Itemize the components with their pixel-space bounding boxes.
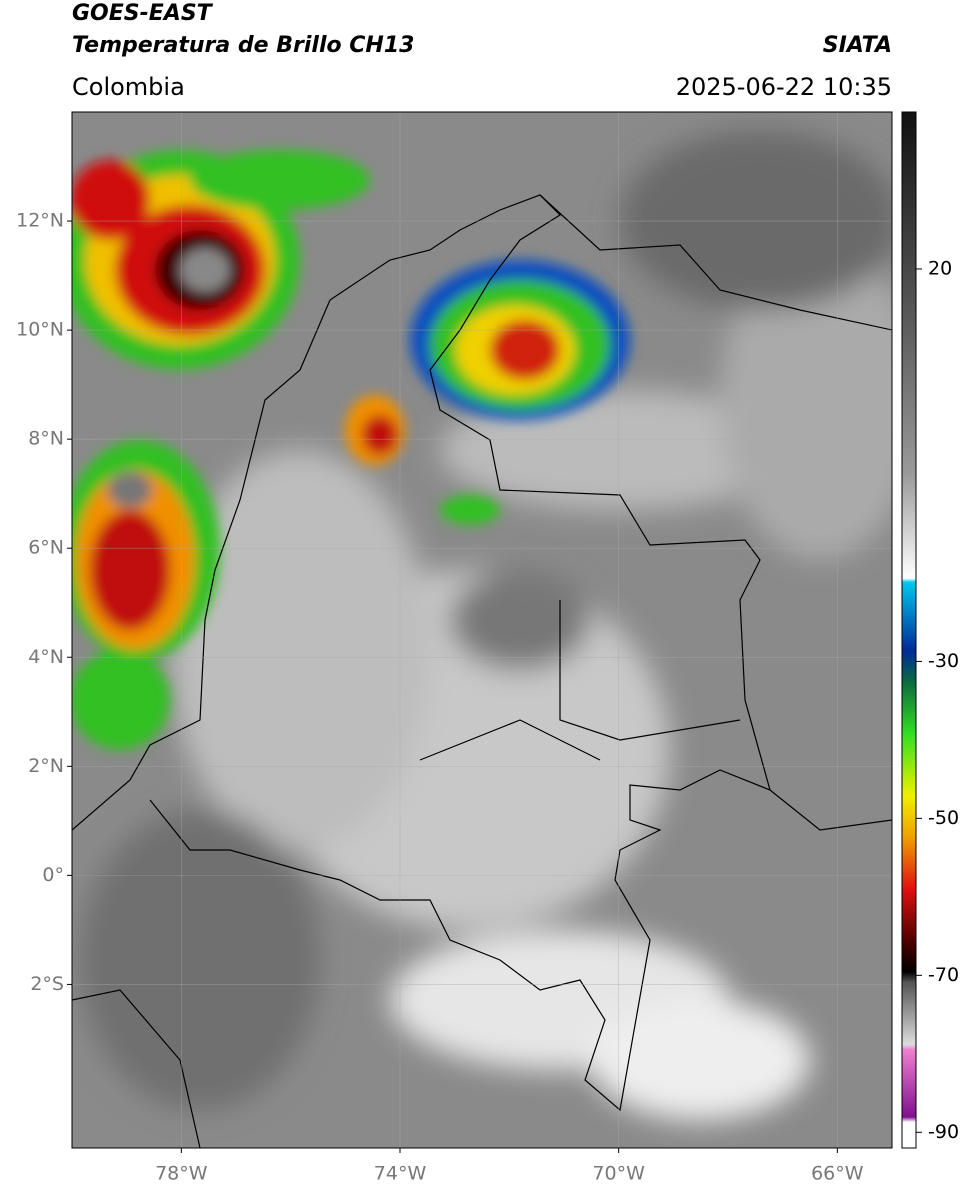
- colorbar-tick-label: -90: [928, 1121, 959, 1143]
- x-tick-label: 70°W: [592, 1163, 645, 1185]
- x-tick-label: 78°W: [155, 1163, 208, 1185]
- colorbar: [901, 111, 917, 1149]
- y-tick-label: 2°S: [30, 973, 64, 995]
- y-tick-label: 6°N: [28, 537, 64, 559]
- region: Colombia: [72, 73, 185, 101]
- y-tick-label: 0°: [42, 864, 64, 886]
- colorbar-tick-label: 20: [928, 257, 952, 279]
- colorbar-tick-label: -50: [928, 807, 959, 829]
- y-tick-label: 4°N: [28, 646, 64, 668]
- colorbar-tick-label: -30: [928, 650, 959, 672]
- source: SIATA: [823, 33, 892, 58]
- datetime: 2025-06-22 10:35: [676, 73, 892, 101]
- x-tick-label: 66°W: [811, 1163, 864, 1185]
- title: GOES-EAST: [72, 1, 214, 26]
- map-frame: [71, 111, 893, 1149]
- graticule: [72, 112, 892, 1148]
- y-tick-label: 2°N: [28, 755, 64, 777]
- y-tick-label: 10°N: [16, 319, 64, 341]
- x-tick-label: 74°W: [374, 1163, 427, 1185]
- satellite-image: [72, 112, 892, 1148]
- subtitle: Temperatura de Brillo CH13: [72, 33, 414, 58]
- y-tick-label: 8°N: [28, 428, 64, 450]
- colorbar-tick-label: -70: [928, 964, 959, 986]
- y-tick-label: 12°N: [16, 210, 64, 232]
